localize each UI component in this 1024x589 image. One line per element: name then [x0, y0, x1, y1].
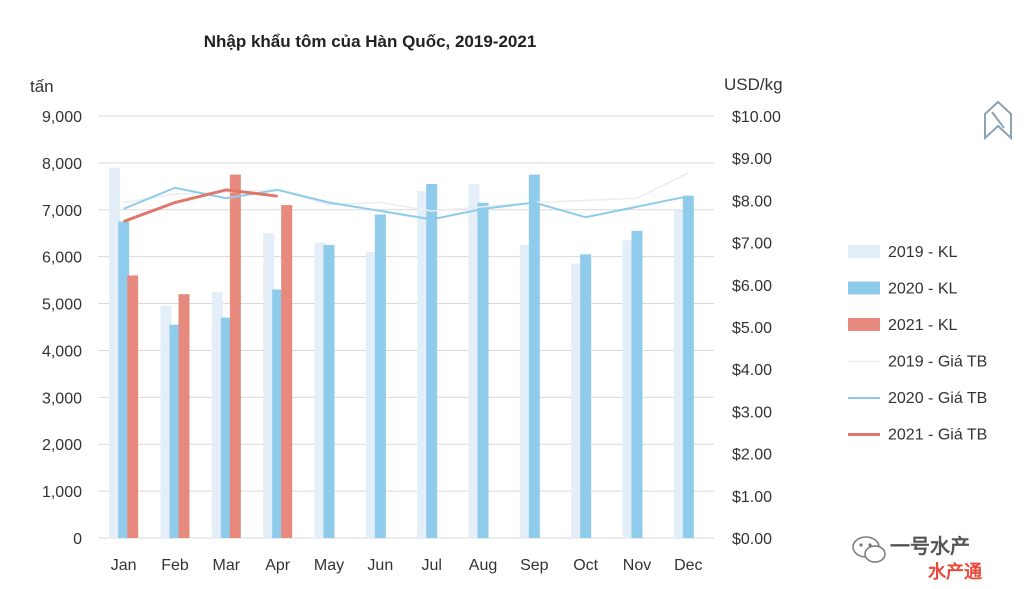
gridlines	[98, 115, 714, 539]
bar	[519, 244, 531, 538]
bar-series	[109, 167, 694, 539]
bar	[211, 291, 223, 538]
bar	[178, 294, 190, 538]
y-tick-label: 8,000	[42, 156, 82, 173]
legend-swatch	[848, 318, 880, 331]
bar	[580, 254, 592, 539]
y-tick-label: 5,000	[42, 297, 82, 314]
bar	[365, 251, 377, 538]
x-tick-label: May	[314, 557, 344, 574]
bar	[622, 240, 634, 538]
wechat-icon	[852, 536, 886, 563]
bar	[281, 205, 293, 539]
y-tick-label: 0	[73, 531, 82, 548]
x-tick-label: Feb	[161, 557, 189, 574]
bar	[314, 242, 326, 538]
y-tick-label: 3,000	[42, 390, 82, 407]
logo-icon	[984, 100, 1012, 141]
y2-tick-label: $1.00	[732, 489, 772, 506]
x-tick-label: Sep	[520, 557, 549, 574]
x-tick-label: Oct	[573, 557, 598, 574]
y-tick-label: 1,000	[42, 484, 82, 501]
y2-tick-label: $2.00	[732, 447, 772, 464]
bar	[673, 209, 685, 538]
bar	[323, 244, 335, 538]
watermark: 一号水产 水产通	[852, 534, 982, 582]
bar	[118, 221, 130, 538]
x-tick-label: Mar	[213, 557, 241, 574]
bar	[127, 275, 139, 538]
legend-label: 2019 - KL	[888, 244, 957, 261]
series-line	[123, 188, 278, 223]
bar	[160, 305, 172, 538]
bar	[571, 263, 583, 538]
x-tick-label: Dec	[674, 557, 702, 574]
bar	[169, 324, 181, 538]
legend-label: 2021 - KL	[888, 317, 957, 334]
y2-axis-ticks: $10.00 $9.00 $8.00 $7.00 $6.00 $5.00 $4.00 $3.0…	[732, 109, 781, 548]
bar	[468, 183, 480, 538]
y-tick-label: 7,000	[42, 203, 82, 220]
series-line	[123, 186, 689, 221]
y2-tick-label: $10.00	[732, 109, 781, 126]
watermark-text: 一号水产	[890, 534, 970, 558]
chart-title: Nhập khẩu tôm của Hàn Quốc, 2019-2021	[204, 32, 537, 51]
bar	[374, 214, 386, 538]
x-tick-label: Jun	[367, 557, 393, 574]
y2-axis-unit: USD/kg	[724, 75, 783, 94]
bar	[417, 191, 429, 538]
x-tick-label: Aug	[469, 557, 497, 574]
y2-tick-label: $4.00	[732, 362, 772, 379]
y2-tick-label: $0.00	[732, 531, 772, 548]
legend-label: 2019 - Giá TB	[888, 354, 987, 371]
bar	[263, 233, 275, 538]
watermark-subtext: 水产通	[928, 561, 982, 582]
bar	[631, 230, 643, 538]
legend-label: 2021 - Giá TB	[888, 427, 987, 444]
series-line	[123, 172, 689, 212]
bar	[229, 174, 241, 538]
legend: 2019 - KL 2020 - KL 2021 - KL 2019 - Giá TB…	[848, 244, 987, 444]
y2-tick-label: $6.00	[732, 278, 772, 295]
y-axis-ticks: 9,000 8,000 7,000 6,000 5,000 4,000 3,000 2,000…	[42, 109, 82, 548]
legend-swatch	[848, 281, 880, 295]
bar	[477, 202, 489, 538]
legend-label: 2020 - KL	[888, 281, 957, 298]
y2-tick-label: $9.00	[732, 151, 772, 168]
bar	[109, 167, 121, 539]
x-tick-label: Jul	[421, 557, 441, 574]
legend-label: 2020 - Giá TB	[888, 390, 987, 407]
y2-tick-label: $8.00	[732, 193, 772, 210]
y-axis-unit: tấn	[30, 77, 54, 96]
y-tick-label: 6,000	[42, 250, 82, 267]
legend-swatch	[848, 245, 880, 258]
line-series	[123, 172, 689, 223]
x-axis-ticks: Jan Feb Mar Apr May Jun Jul Aug Sep Oct Nov Dec	[111, 557, 703, 574]
x-tick-label: Apr	[265, 557, 291, 574]
y-tick-label: 2,000	[42, 437, 82, 454]
x-tick-label: Jan	[111, 557, 137, 574]
bar	[528, 174, 540, 538]
y2-tick-label: $7.00	[732, 236, 772, 253]
bar	[220, 317, 232, 538]
x-tick-label: Nov	[623, 557, 651, 574]
bar	[682, 195, 694, 538]
y-tick-label: 4,000	[42, 343, 82, 360]
y2-tick-label: $5.00	[732, 320, 772, 337]
bar	[426, 183, 438, 538]
y-tick-label: 9,000	[42, 109, 82, 126]
bar	[272, 289, 284, 538]
y2-tick-label: $3.00	[732, 404, 772, 421]
